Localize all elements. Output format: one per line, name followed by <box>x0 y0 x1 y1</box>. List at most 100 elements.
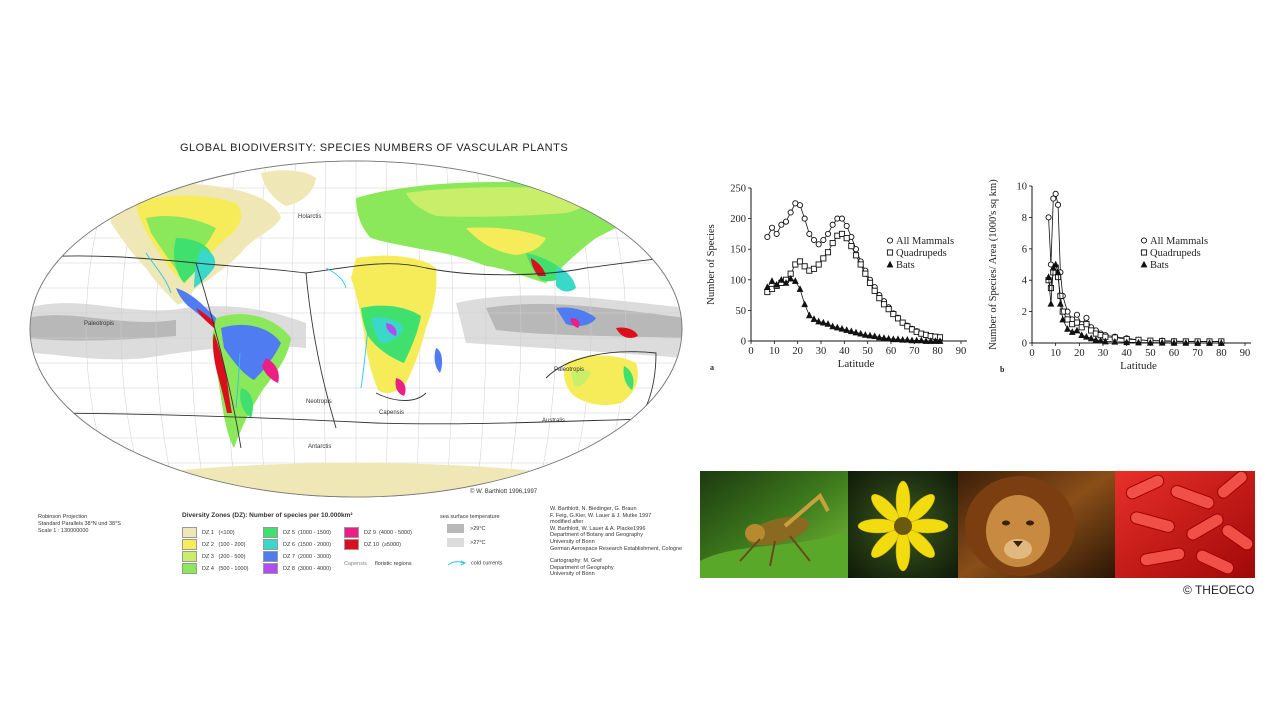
data-point <box>1054 268 1062 276</box>
data-point <box>847 327 855 335</box>
data-point <box>801 263 808 270</box>
data-point <box>843 222 850 229</box>
x-tick-label: 30 <box>1098 348 1109 359</box>
data-point <box>824 320 832 327</box>
y-tick-label: 2 <box>1022 307 1027 318</box>
legend-title: Diversity Zones (DZ): Number of species … <box>182 512 353 519</box>
legend-zone: DZ 6 (1500 - 2000) <box>263 539 331 550</box>
legend-zone: DZ 9 (4000 - 5000) <box>344 527 412 538</box>
data-point <box>1123 338 1131 346</box>
data-point <box>1083 314 1090 321</box>
floristic-label: floristic regions <box>374 561 412 567</box>
legend-zone-label: DZ 5 <box>283 529 295 536</box>
floristic-example: Capensis <box>344 561 367 567</box>
legend-zone-range: (200 - 500) <box>218 553 246 560</box>
x-tick-label: 0 <box>1029 348 1034 359</box>
region-label-paleotropis-east: Paleotropis <box>554 367 584 373</box>
x-tick-label: 10 <box>769 346 780 357</box>
data-point <box>838 215 846 222</box>
authors-block: W. Barthlott, N. Biedinger, G. Braun F. … <box>550 506 682 578</box>
data-point <box>1135 338 1142 346</box>
data-point <box>1083 321 1090 328</box>
legend-zone-range: (≥5000) <box>382 541 401 548</box>
data-point <box>904 323 911 330</box>
data-point <box>922 337 930 344</box>
series-line <box>1048 266 1222 342</box>
legend-zone-range: (500 - 1000) <box>218 565 249 572</box>
author-line: University of Bonn <box>550 538 595 545</box>
x-tick-label: 30 <box>816 346 827 357</box>
data-point <box>1087 334 1095 342</box>
data-point <box>801 215 808 222</box>
projection-info: Robinson Projection Standard Parallels 3… <box>38 514 121 535</box>
x-tick-label: 10 <box>1050 348 1061 359</box>
data-point <box>1045 273 1052 280</box>
data-point <box>1140 260 1148 268</box>
grasshopper-photo <box>700 471 848 578</box>
data-point <box>763 283 771 291</box>
data-point <box>886 237 894 244</box>
chart-a: 0 10 20 30 40 50 60 70 80 90 0 50 100 150 200 250 Latitu… <box>706 184 967 372</box>
legend-label: All Mammals <box>896 236 954 247</box>
biodiversity-map: Holarctis Paleotropis Paleotropis Neotro… <box>29 160 683 498</box>
data-point <box>801 300 809 308</box>
legend-label: Bats <box>896 260 915 271</box>
y-tick-label: 150 <box>730 245 746 256</box>
data-point <box>927 337 935 344</box>
x-tick-label: 90 <box>956 346 967 357</box>
legend-zone-label: DZ 9 <box>364 529 376 536</box>
map-title: GLOBAL BIODIVERSITY: SPECIES NUMBERS OF … <box>180 142 569 154</box>
data-point <box>885 334 893 342</box>
data-point <box>843 326 851 333</box>
data-point <box>782 279 790 286</box>
data-point <box>1057 299 1064 307</box>
x-tick-label: 50 <box>1145 348 1156 359</box>
legend-swatch <box>447 538 464 547</box>
data-point <box>1059 308 1066 315</box>
y-tick-label: 50 <box>736 306 747 317</box>
data-point <box>885 306 892 313</box>
region-label-capensis: Capensis <box>379 410 404 416</box>
y-tick-label: 8 <box>1022 213 1027 224</box>
author-line: F. Feig, G.Kier, W. Lauer & J. Mutke 199… <box>550 512 652 519</box>
legend-zone-range: (2000 - 3000) <box>297 553 332 560</box>
data-point <box>796 285 804 292</box>
legend-zone: DZ 8 (3000 - 4000) <box>263 563 331 574</box>
x-tick-label: 70 <box>909 346 920 357</box>
author-line: Department of Botany and Geography <box>550 532 643 539</box>
data-point <box>820 236 827 244</box>
author-line: Cartography: M. Gref <box>550 558 602 565</box>
data-point <box>838 324 846 332</box>
data-point <box>1045 214 1052 221</box>
data-point <box>913 336 921 344</box>
y-tick-label: 4 <box>1022 276 1028 287</box>
legend-zone-label: DZ 8 <box>283 565 295 572</box>
y-tick-label: 0 <box>1022 339 1027 350</box>
data-point <box>773 230 780 237</box>
data-point <box>805 311 813 319</box>
data-point <box>1217 339 1225 346</box>
data-point <box>806 230 813 237</box>
legend-zone-label: DZ 6 <box>283 541 295 548</box>
author-line: German Aerospace Research Establishment,… <box>550 545 683 552</box>
legend-zone-label: DZ 10 <box>364 541 379 548</box>
data-point <box>890 311 897 318</box>
legend-zone-label: DZ 4 <box>202 565 214 572</box>
data-point <box>815 317 823 325</box>
region-label-australis: Australis <box>542 418 565 424</box>
x-tick-label: 80 <box>1216 348 1227 359</box>
data-point <box>861 331 869 338</box>
y-tick-label: 250 <box>730 184 746 195</box>
legend-label: Bats <box>1150 260 1169 271</box>
legend-zone-label: DZ 3 <box>202 553 214 560</box>
data-point <box>899 336 907 343</box>
author-line: Department of Geography <box>550 564 614 571</box>
data-point <box>796 202 804 209</box>
legend-cold-currents: cold currents <box>447 559 503 567</box>
panel-label: b <box>1000 365 1005 374</box>
cold-currents-label: cold currents <box>471 560 503 567</box>
legend-swatch <box>344 527 359 538</box>
y-axis-label: Number of Species/ Area (1000's sq km) <box>988 179 999 350</box>
data-point <box>875 333 883 341</box>
legend-zone-range: (3000 - 4000) <box>297 565 332 572</box>
